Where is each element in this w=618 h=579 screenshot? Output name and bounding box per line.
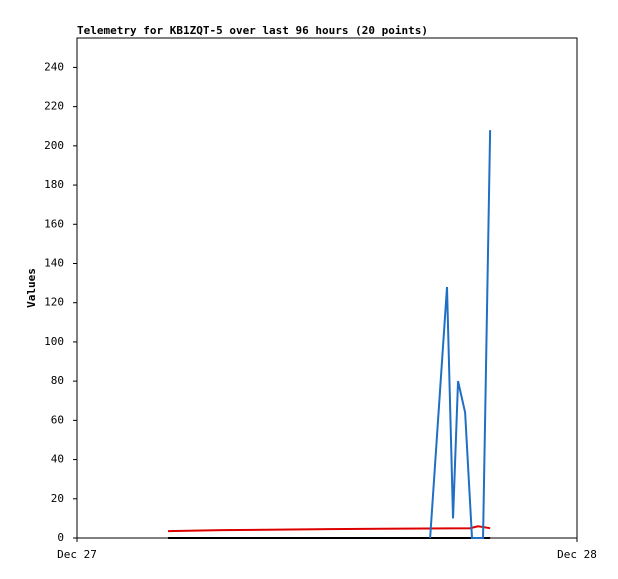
- series-line: [168, 525, 491, 533]
- y-tick-label: 240: [44, 60, 64, 73]
- y-tick-label: 140: [44, 256, 64, 269]
- y-tick-label: 120: [44, 296, 64, 309]
- y-tick-label: 220: [44, 100, 64, 113]
- x-tick-label: Dec 27: [57, 548, 97, 561]
- chart-title: Telemetry for KB1ZQT-5 over last 96 hour…: [77, 24, 428, 37]
- x-tick-label: Dec 28: [557, 548, 597, 561]
- y-tick-label: 100: [44, 335, 64, 348]
- y-axis-label: Values: [25, 268, 38, 308]
- series-line: [429, 130, 492, 539]
- y-tick-label: 0: [57, 531, 64, 544]
- y-tick-label: 20: [51, 492, 64, 505]
- y-tick-label: 180: [44, 178, 64, 191]
- y-tick-label: 60: [51, 413, 64, 426]
- y-tick-label: 200: [44, 139, 64, 152]
- y-tick-label: 160: [44, 217, 64, 230]
- y-tick-label: 80: [51, 374, 64, 387]
- y-tick-label: 40: [51, 453, 64, 466]
